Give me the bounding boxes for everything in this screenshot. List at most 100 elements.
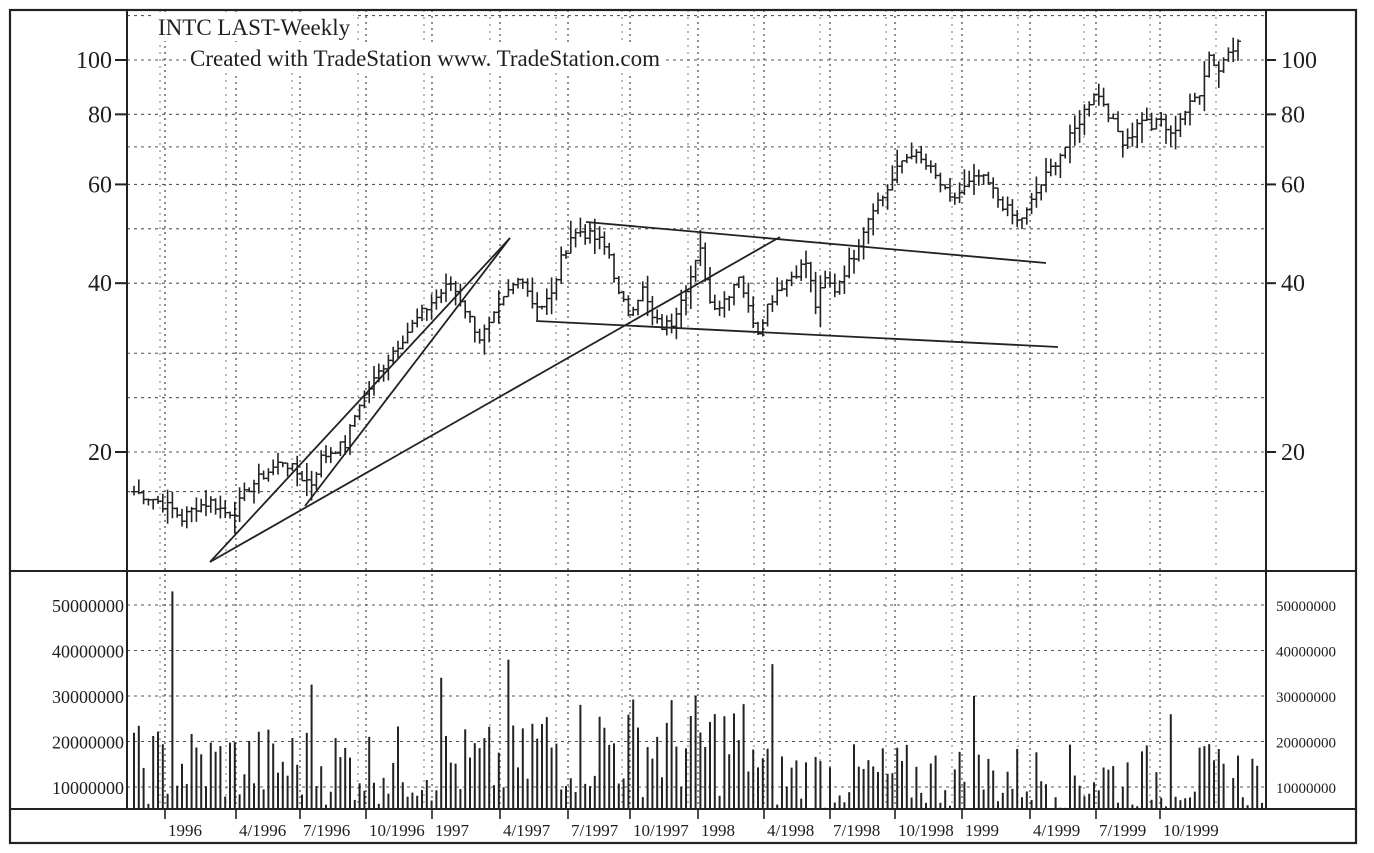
price-bar bbox=[222, 500, 229, 518]
price-bar bbox=[284, 462, 291, 477]
price-bar bbox=[759, 319, 766, 337]
price-bar bbox=[534, 292, 541, 321]
price-bar bbox=[951, 192, 958, 205]
price-bar bbox=[438, 288, 445, 304]
date-tick-label: 7/1996 bbox=[303, 821, 350, 840]
price-tick-label-right: 20 bbox=[1281, 440, 1305, 466]
price-bar bbox=[673, 307, 680, 340]
price-bar bbox=[1062, 146, 1069, 159]
price-bar bbox=[131, 485, 137, 496]
date-tick-label: 10/1998 bbox=[898, 821, 954, 840]
price-bar bbox=[1043, 157, 1049, 193]
price-bar bbox=[740, 275, 747, 298]
grid-layer bbox=[127, 10, 1266, 808]
price-bar bbox=[265, 468, 272, 482]
price-bar bbox=[1215, 61, 1222, 88]
price-bar bbox=[635, 299, 641, 316]
price-bar bbox=[179, 508, 185, 527]
price-bar bbox=[947, 177, 953, 202]
date-tick-label: 10/1999 bbox=[1163, 821, 1219, 840]
price-bar bbox=[198, 498, 205, 513]
price-tick-label-right: 60 bbox=[1281, 172, 1305, 198]
date-tick-label: 4/1999 bbox=[1033, 821, 1080, 840]
price-bar bbox=[183, 506, 190, 529]
price-bar bbox=[846, 247, 853, 279]
date-tick-label: 1999 bbox=[965, 821, 999, 840]
date-tick-label: 1996 bbox=[168, 821, 202, 840]
price-bar bbox=[1076, 110, 1083, 143]
price-bar bbox=[572, 229, 579, 248]
volume-bars-layer bbox=[133, 591, 1263, 810]
price-bar bbox=[135, 479, 142, 495]
price-bar bbox=[654, 309, 661, 324]
price-bar bbox=[711, 294, 718, 311]
price-bar bbox=[375, 363, 382, 383]
price-tick-label-left: 20 bbox=[88, 440, 112, 466]
price-bar bbox=[630, 306, 637, 316]
price-bar bbox=[783, 279, 790, 297]
price-bar bbox=[913, 149, 920, 164]
price-bar bbox=[1095, 83, 1102, 106]
trendline bbox=[535, 320, 1059, 348]
date-tick-label: 10/1997 bbox=[633, 821, 689, 840]
price-bar bbox=[500, 295, 507, 306]
price-bar bbox=[975, 169, 982, 186]
price-bar bbox=[203, 490, 209, 517]
price-bar bbox=[923, 153, 929, 170]
price-bar bbox=[495, 290, 502, 324]
price-bar bbox=[486, 316, 493, 343]
date-tick-label: 7/1997 bbox=[571, 821, 619, 840]
date-tick-label: 4/1998 bbox=[767, 821, 814, 840]
price-bar bbox=[476, 328, 483, 344]
price-bar bbox=[889, 165, 896, 191]
price-bar bbox=[1071, 115, 1078, 146]
price-bar bbox=[337, 441, 344, 457]
price-bar bbox=[404, 322, 411, 344]
price-bar bbox=[875, 192, 881, 215]
price-bar bbox=[591, 218, 598, 255]
price-bar bbox=[174, 507, 181, 518]
outer-frame bbox=[8, 8, 1358, 845]
date-tick-label: 7/1998 bbox=[833, 821, 880, 840]
price-bar bbox=[745, 282, 752, 313]
price-bar bbox=[803, 250, 809, 279]
price-bar bbox=[582, 224, 589, 245]
price-bar bbox=[1201, 61, 1208, 112]
price-bar bbox=[1139, 112, 1145, 143]
price-bar bbox=[1235, 39, 1241, 61]
price-bar bbox=[865, 217, 872, 244]
date-tick-label: 7/1999 bbox=[1099, 821, 1146, 840]
date-tick-label: 1997 bbox=[435, 821, 470, 840]
price-bar bbox=[721, 291, 728, 318]
price-bar bbox=[735, 276, 742, 289]
trendline bbox=[304, 237, 511, 507]
date-tick-label: 10/1996 bbox=[369, 821, 425, 840]
price-bar bbox=[620, 290, 627, 303]
price-bar bbox=[212, 498, 219, 515]
price-bar bbox=[774, 277, 781, 306]
price-bar bbox=[639, 281, 646, 302]
price-bar bbox=[409, 319, 416, 333]
price-bar bbox=[543, 288, 550, 315]
price-bar bbox=[836, 280, 843, 295]
price-bar bbox=[164, 489, 171, 524]
label-layer: INTC LAST-Weekly Created with TradeStati… bbox=[52, 14, 1336, 840]
price-bar bbox=[831, 273, 838, 298]
price-bar bbox=[870, 203, 877, 236]
price-bar bbox=[918, 145, 925, 164]
price-bar bbox=[1019, 217, 1025, 230]
frame-layer bbox=[8, 8, 1358, 845]
title-backdrop bbox=[187, 45, 664, 72]
price-bar bbox=[707, 267, 713, 304]
volume-tick-label-left: 50000000 bbox=[52, 596, 124, 616]
volume-tick-label-left: 10000000 bbox=[52, 778, 124, 798]
price-bar bbox=[150, 498, 157, 510]
price-bar bbox=[995, 187, 1001, 208]
price-tick-label-left: 100 bbox=[76, 48, 112, 74]
trendline bbox=[585, 221, 1047, 264]
price-bar bbox=[1057, 153, 1064, 179]
price-bar bbox=[1047, 158, 1054, 177]
price-tick-label-right: 100 bbox=[1281, 48, 1317, 74]
price-bar bbox=[462, 300, 469, 319]
price-bar bbox=[899, 160, 905, 174]
